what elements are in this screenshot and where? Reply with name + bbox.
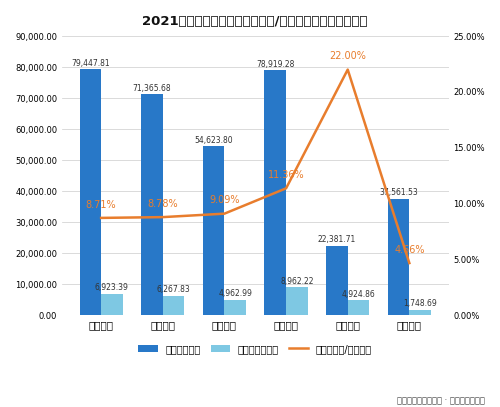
信用卡余额/个贷余额 xyxy=(406,260,412,265)
Bar xyxy=(80,69,101,315)
Bar xyxy=(286,287,308,315)
Text: 71,365.68: 71,365.68 xyxy=(132,83,172,93)
Bar xyxy=(326,246,347,315)
Bar xyxy=(264,70,286,315)
Text: 数据来源：银行财报 · 移动支付网整理: 数据来源：银行财报 · 移动支付网整理 xyxy=(397,396,485,405)
Text: 22,381.71: 22,381.71 xyxy=(318,236,356,245)
Text: 1,748.69: 1,748.69 xyxy=(404,300,437,309)
Text: 37,561.53: 37,561.53 xyxy=(379,188,418,197)
Bar xyxy=(410,310,431,315)
Bar xyxy=(348,300,370,315)
Text: 4,924.86: 4,924.86 xyxy=(342,290,376,299)
信用卡余额/个贷余额 xyxy=(344,67,350,72)
信用卡余额/个贷余额 xyxy=(222,211,228,216)
Bar xyxy=(203,146,224,315)
Text: 8.78%: 8.78% xyxy=(148,199,178,209)
Text: 78,919.28: 78,919.28 xyxy=(256,60,294,69)
Bar xyxy=(388,199,409,315)
Bar xyxy=(101,293,122,315)
Text: 9.09%: 9.09% xyxy=(209,195,240,205)
Text: 8,962.22: 8,962.22 xyxy=(280,277,314,286)
Text: 4.66%: 4.66% xyxy=(394,245,424,255)
Text: 6,267.83: 6,267.83 xyxy=(156,285,190,294)
Text: 4,962.99: 4,962.99 xyxy=(218,289,252,298)
Bar xyxy=(163,295,184,315)
信用卡余额/个贷余额 xyxy=(160,214,166,219)
Text: 54,623.80: 54,623.80 xyxy=(194,136,233,144)
Legend: 个人贷款余额, 信用卡贷款余额, 信用卡余额/个贷余额: 个人贷款余额, 信用卡贷款余额, 信用卡余额/个贷余额 xyxy=(134,340,376,358)
Text: 8.71%: 8.71% xyxy=(86,199,117,210)
信用卡余额/个贷余额 xyxy=(98,215,104,220)
Bar xyxy=(141,94,163,315)
Text: 6,923.39: 6,923.39 xyxy=(95,283,129,292)
Text: 79,447.81: 79,447.81 xyxy=(71,59,110,68)
Text: 11.36%: 11.36% xyxy=(268,170,304,180)
Bar xyxy=(224,300,246,315)
Text: 22.00%: 22.00% xyxy=(330,51,366,61)
Title: 2021年国有六大行零售贷款余额/信用卡贷款余额（亿元）: 2021年国有六大行零售贷款余额/信用卡贷款余额（亿元） xyxy=(142,15,368,28)
信用卡余额/个贷余额 xyxy=(283,186,289,191)
Line: 信用卡余额/个贷余额: 信用卡余额/个贷余额 xyxy=(101,70,410,263)
